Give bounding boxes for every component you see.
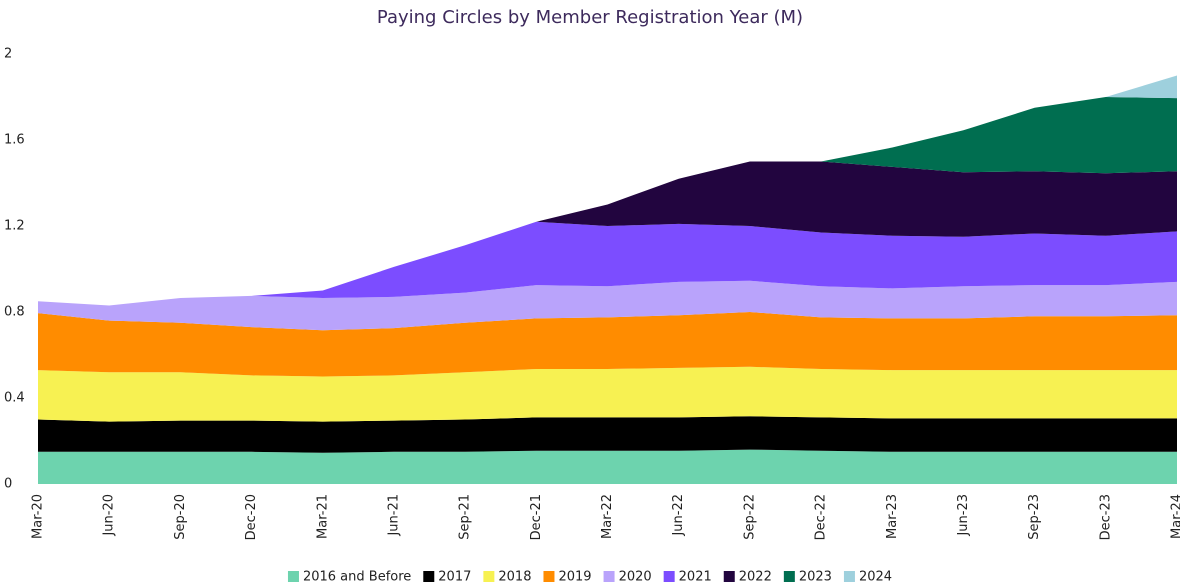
- x-tick-label: Mar-20: [31, 494, 46, 539]
- legend-label: 2022: [739, 570, 772, 585]
- x-tick-label: Mar-23: [885, 494, 900, 539]
- area: [38, 312, 1177, 377]
- x-tick-label: Jun-23: [956, 494, 971, 537]
- legend-label: 2021: [679, 570, 712, 585]
- legend-swatch: [483, 571, 495, 582]
- y-tick-label: 1.6: [4, 133, 25, 148]
- x-tick-label: Sep-22: [742, 494, 757, 540]
- chart-title: Paying Circles by Member Registration Ye…: [377, 7, 803, 28]
- y-tick-label: 0.4: [4, 391, 25, 406]
- legend-label: 2023: [799, 570, 832, 585]
- area: [38, 416, 1177, 453]
- legend-swatch: [783, 571, 795, 582]
- area: [38, 280, 1177, 331]
- legend-swatch: [603, 571, 615, 582]
- x-tick-label: Sep-21: [458, 494, 473, 540]
- y-tick-label: 0: [4, 477, 12, 492]
- x-tick-label: Mar-21: [315, 494, 330, 539]
- x-tick-label: Jun-20: [102, 494, 117, 537]
- y-tick-label: 2: [4, 47, 12, 62]
- legend-swatch: [723, 571, 735, 582]
- legend-label: 2024: [859, 570, 892, 585]
- x-tick-label: Sep-23: [1027, 494, 1042, 540]
- legend-label: 2020: [619, 570, 652, 585]
- legend-swatch: [663, 571, 675, 582]
- area: [38, 366, 1177, 422]
- legend-swatch: [543, 571, 555, 582]
- x-tick-label: Dec-23: [1098, 494, 1113, 540]
- y-tick-label: 0.8: [4, 305, 25, 320]
- x-tick-label: Jun-21: [386, 494, 401, 537]
- x-tick-label: Jun-22: [671, 494, 686, 537]
- area: [38, 221, 1177, 306]
- area: [38, 449, 1177, 484]
- x-tick-label: Dec-20: [244, 494, 259, 540]
- x-tick-label: Dec-21: [529, 494, 544, 540]
- legend-label: 2018: [498, 570, 531, 585]
- legend-label: 2017: [438, 570, 471, 585]
- legend-label: 2019: [558, 570, 591, 585]
- area: [38, 97, 1177, 306]
- legend-swatch: [287, 571, 299, 582]
- x-tick-label: Dec-22: [814, 494, 829, 540]
- legend-label: 2016 and Before: [303, 570, 411, 585]
- y-tick-label: 1.2: [4, 219, 25, 234]
- x-tick-label: Sep-20: [173, 494, 188, 540]
- legend-swatch: [423, 571, 435, 582]
- legend-swatch: [843, 571, 855, 582]
- x-tick-label: Mar-22: [600, 494, 615, 539]
- legend: 2016 and Before 2017 2018 2019 2020 2021 2022 2…: [287, 570, 892, 585]
- x-tick-label: Mar-24: [1170, 494, 1180, 539]
- area: [38, 161, 1177, 306]
